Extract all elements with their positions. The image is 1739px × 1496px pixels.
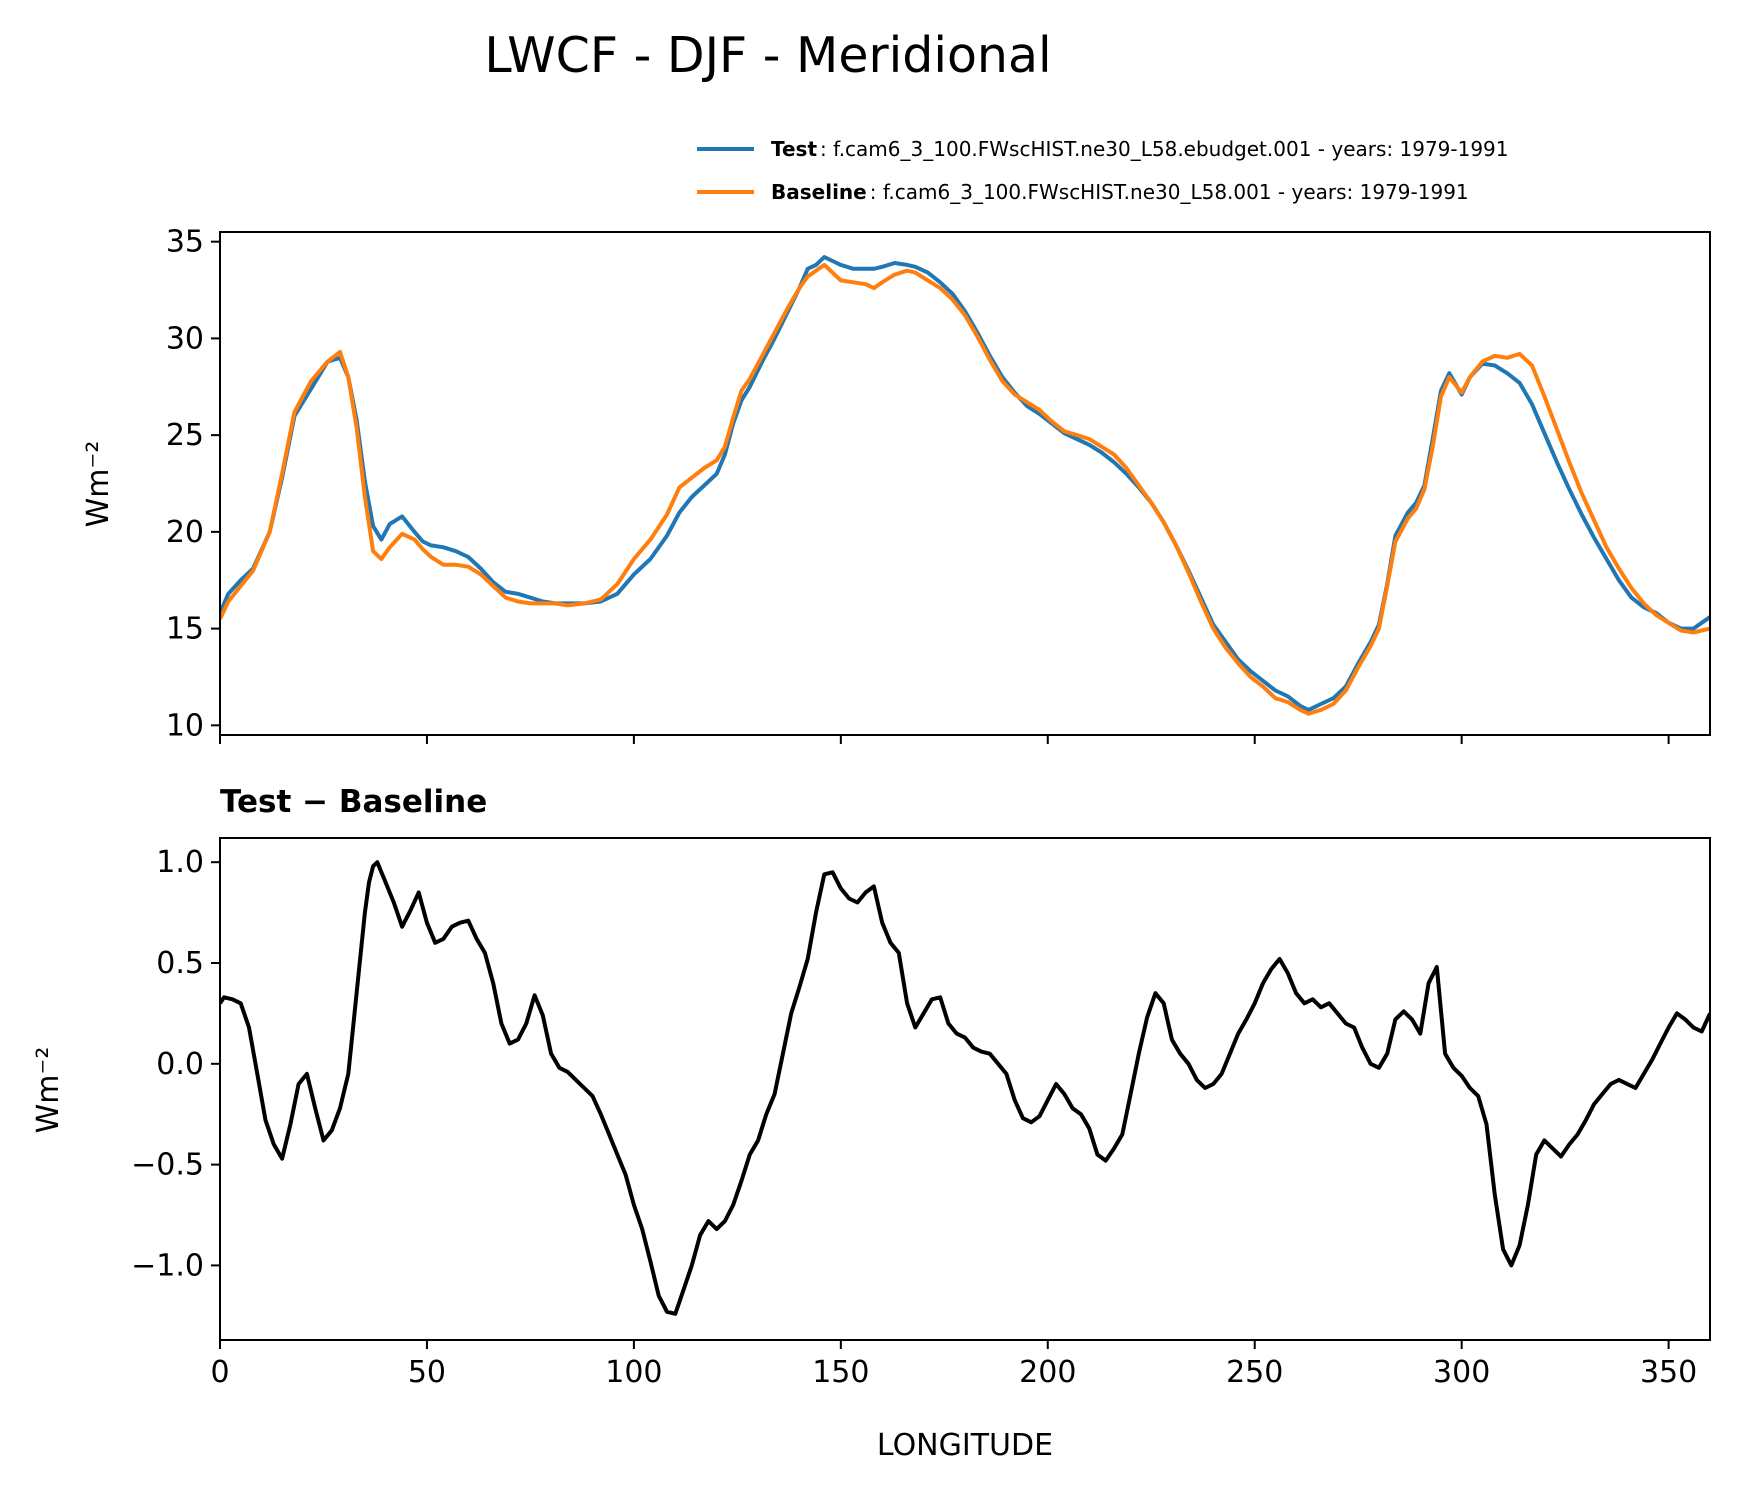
top-y-tick-label: 35 xyxy=(166,225,204,260)
top-y-axis-label: Wm⁻² xyxy=(81,441,116,528)
top-series-test xyxy=(220,255,1710,712)
legend-label-baseline: Baseline: f.cam6_3_100.FWscHIST.ne30_L58… xyxy=(771,180,1469,204)
x-tick-label: 100 xyxy=(605,1355,662,1390)
bottom-y-ticks: −1.0 −0.5 0.0 0.5 1.0 xyxy=(131,845,220,1283)
top-y-tick-label: 25 xyxy=(166,418,204,453)
top-axes-frame xyxy=(219,231,1711,736)
x-tick-label: 150 xyxy=(812,1355,869,1390)
bottom-axes-frame xyxy=(219,837,1711,1341)
top-y-tick-label: 15 xyxy=(166,612,204,647)
bottom-y-tick-label: 0.0 xyxy=(156,1047,204,1082)
top-series-baseline xyxy=(220,262,1710,716)
legend-label-test: Test: f.cam6_3_100.FWscHIST.ne30_L58.ebu… xyxy=(771,137,1509,161)
top-y-tick-label: 20 xyxy=(166,515,204,550)
x-tick-label: 200 xyxy=(1019,1355,1076,1390)
legend: Test: f.cam6_3_100.FWscHIST.ne30_L58.ebu… xyxy=(697,137,1509,204)
x-tick-label: 300 xyxy=(1433,1355,1490,1390)
top-panel: 10 15 20 25 30 35 Wm⁻² xyxy=(81,225,1711,744)
top-x-ticks xyxy=(219,735,1670,744)
top-y-ticks: 10 15 20 25 30 35 xyxy=(166,225,220,743)
x-tick-label: 0 xyxy=(210,1355,229,1390)
x-tick-label: 50 xyxy=(408,1355,446,1390)
top-series xyxy=(220,255,1710,716)
bottom-series xyxy=(220,860,1710,1316)
top-y-tick-label: 30 xyxy=(166,321,204,356)
bottom-panel: Test − Baseline 0 50 100 150 200 250 300 350 −1… xyxy=(31,784,1711,1463)
bottom-y-tick-label: 1.0 xyxy=(156,845,204,880)
bottom-panel-title: Test − Baseline xyxy=(220,784,487,820)
figure-title: LWCF - DJF - Meridional xyxy=(484,27,1051,84)
bottom-x-ticks: 0 50 100 150 200 250 300 350 xyxy=(210,1340,1697,1390)
bottom-y-tick-label: −0.5 xyxy=(131,1148,204,1183)
top-y-tick-label: 10 xyxy=(166,708,204,743)
bottom-y-tick-label: 0.5 xyxy=(156,946,204,981)
x-tick-label: 250 xyxy=(1226,1355,1283,1390)
bottom-y-tick-label: −1.0 xyxy=(131,1248,204,1283)
bottom-x-axis-label: LONGITUDE xyxy=(877,1428,1053,1463)
bottom-y-axis-label: Wm⁻² xyxy=(31,1047,66,1134)
bottom-series-test-baseline xyxy=(220,860,1710,1316)
x-tick-label: 350 xyxy=(1640,1355,1697,1390)
